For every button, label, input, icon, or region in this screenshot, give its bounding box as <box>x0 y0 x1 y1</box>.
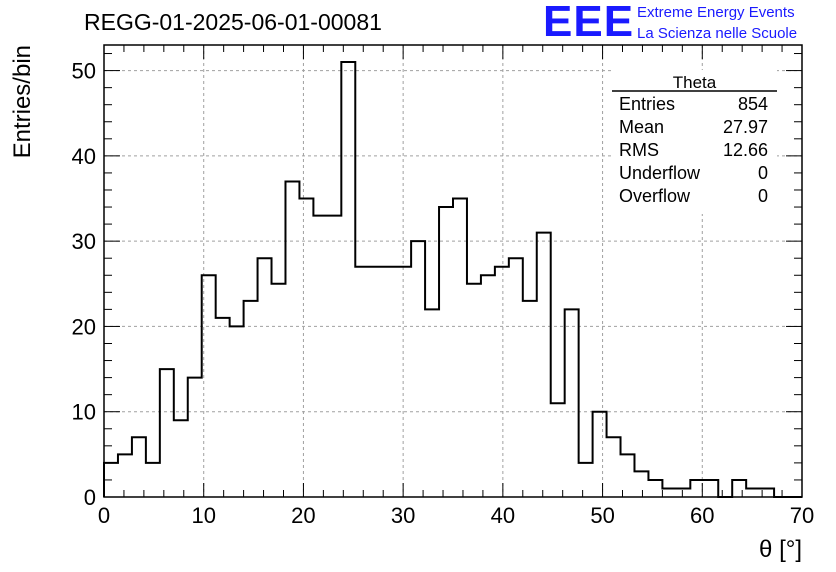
x-tick-label: 10 <box>191 503 215 528</box>
y-tick-label: 10 <box>72 400 96 425</box>
x-tick-label: 40 <box>491 503 515 528</box>
x-tick-label: 70 <box>790 503 814 528</box>
eee-logo: EEE <box>543 0 635 46</box>
stats-box-title: Theta <box>673 73 717 92</box>
x-tick-label: 0 <box>98 503 110 528</box>
logo-caption-line2: La Scienza nelle Scuole <box>637 25 798 42</box>
stats-box <box>612 70 777 214</box>
y-tick-label: 30 <box>72 229 96 254</box>
plot-frame <box>103 44 803 498</box>
histogram-line <box>103 61 802 498</box>
chart-title: REGG-01-2025-06-01-00081 <box>84 9 382 35</box>
x-tick-label: 50 <box>590 503 614 528</box>
stats-value: 0 <box>758 163 768 183</box>
y-tick-label: 40 <box>72 144 96 169</box>
stats-label: Overflow <box>619 186 691 206</box>
x-tick-label: 60 <box>690 503 714 528</box>
stats-label: RMS <box>619 140 659 160</box>
x-tick-label: 30 <box>391 503 415 528</box>
stats-label: Underflow <box>619 163 701 183</box>
y-tick-label: 20 <box>72 314 96 339</box>
stats-label: Mean <box>619 117 664 137</box>
x-axis-label: θ [°] <box>759 536 802 563</box>
y-axis-label: Entries/bin <box>9 45 36 158</box>
logo-caption: Extreme Energy Events La Scienza nelle S… <box>637 2 797 44</box>
x-tick-label: 20 <box>291 503 315 528</box>
stats-value: 854 <box>738 94 768 114</box>
stats-value: 27.97 <box>723 117 768 137</box>
stats-value: 0 <box>758 186 768 206</box>
y-tick-label: 50 <box>72 59 96 84</box>
y-tick-label: 0 <box>84 485 96 510</box>
stats-label: Entries <box>619 94 675 114</box>
stats-value: 12.66 <box>723 140 768 160</box>
logo-caption-line1: Extreme Energy Events <box>637 4 795 21</box>
